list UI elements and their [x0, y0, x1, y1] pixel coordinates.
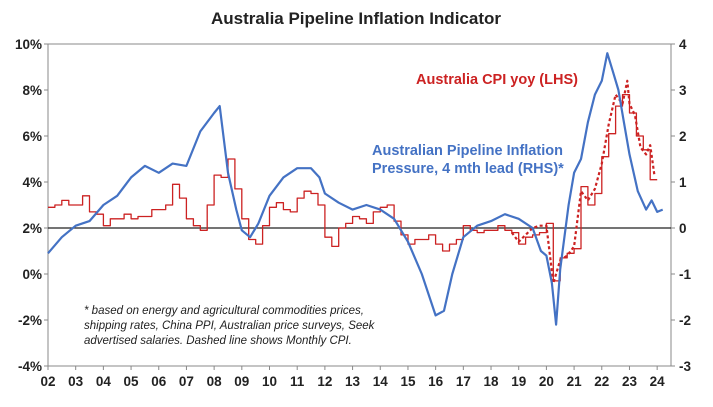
x-tick-label: 14	[373, 374, 389, 389]
x-tick-label: 08	[207, 374, 223, 389]
x-tick-label: 24	[650, 374, 666, 389]
x-tick-label: 20	[539, 374, 554, 389]
x-tick-label: 23	[622, 374, 638, 389]
plot-area-frame	[47, 43, 672, 367]
series-layer	[47, 52, 664, 326]
series-line-cpi-quarterly	[48, 93, 658, 282]
series-line-pipeline	[47, 52, 664, 326]
right-tick-label: 1	[679, 175, 687, 190]
x-tick-label: 21	[567, 374, 583, 389]
x-tick-label: 03	[68, 374, 84, 389]
x-tick-label: 15	[400, 374, 416, 389]
x-tick-label: 17	[456, 374, 471, 389]
annotation-cpi: Australia CPI yoy (LHS)	[416, 72, 578, 88]
x-tick-label: 12	[317, 374, 332, 389]
left-tick-label: 6%	[22, 129, 42, 144]
x-tick-label: 19	[511, 374, 526, 389]
x-tick-label: 05	[124, 374, 140, 389]
x-tick-label: 11	[290, 374, 305, 389]
x-tick-label: 07	[179, 374, 194, 389]
footnote-line1: * based on energy and agricultural commo…	[84, 305, 364, 317]
left-tick-label: 10%	[15, 37, 42, 52]
left-tick-label: -2%	[18, 313, 42, 328]
x-tick-label: 09	[234, 374, 249, 389]
right-tick-label: -2	[679, 313, 691, 328]
right-tick-label: 0	[679, 221, 687, 236]
x-tick-label: 04	[96, 374, 112, 389]
x-tick-label: 10	[262, 374, 277, 389]
annotation-pipeline-line1: Australian Pipeline Inflation	[372, 143, 563, 159]
x-tick-label: 06	[151, 374, 167, 389]
chart-title: Australia Pipeline Inflation Indicator	[211, 9, 501, 28]
x-tick-label: 13	[345, 374, 361, 389]
right-tick-label: 3	[679, 83, 687, 98]
x-axis-ticks: 02 03 04 05 06 07 08 09 10 11 12 13 14 15 16 17 18 19 20 21…	[40, 366, 665, 389]
footnote-line3: advertised salaries. Dashed line shows M…	[84, 335, 352, 347]
right-axis-ticks: -3 -2 -1 0 1 2 3 4	[671, 37, 691, 374]
series-line-monthly-cpi	[510, 79, 656, 285]
right-tick-label: 2	[679, 129, 687, 144]
left-tick-label: 0%	[22, 267, 42, 282]
left-tick-label: 4%	[22, 175, 42, 190]
right-tick-label: -1	[679, 267, 691, 282]
x-tick-label: 02	[40, 374, 55, 389]
x-tick-label: 22	[594, 374, 609, 389]
x-tick-label: 18	[484, 374, 500, 389]
right-tick-label: -3	[679, 359, 691, 374]
right-tick-label: 4	[679, 37, 687, 52]
left-axis-ticks: -4% -2% 0% 2% 4% 6% 8% 10%	[15, 37, 48, 374]
left-tick-label: 2%	[22, 221, 42, 236]
x-tick-label: 16	[428, 374, 444, 389]
annotation-pipeline-line2: Pressure, 4 mth lead (RHS)*	[372, 161, 564, 177]
left-tick-label: -4%	[18, 359, 42, 374]
footnote-line2: shipping rates, China PPI, Australian pr…	[84, 320, 376, 332]
left-tick-label: 8%	[22, 83, 42, 98]
